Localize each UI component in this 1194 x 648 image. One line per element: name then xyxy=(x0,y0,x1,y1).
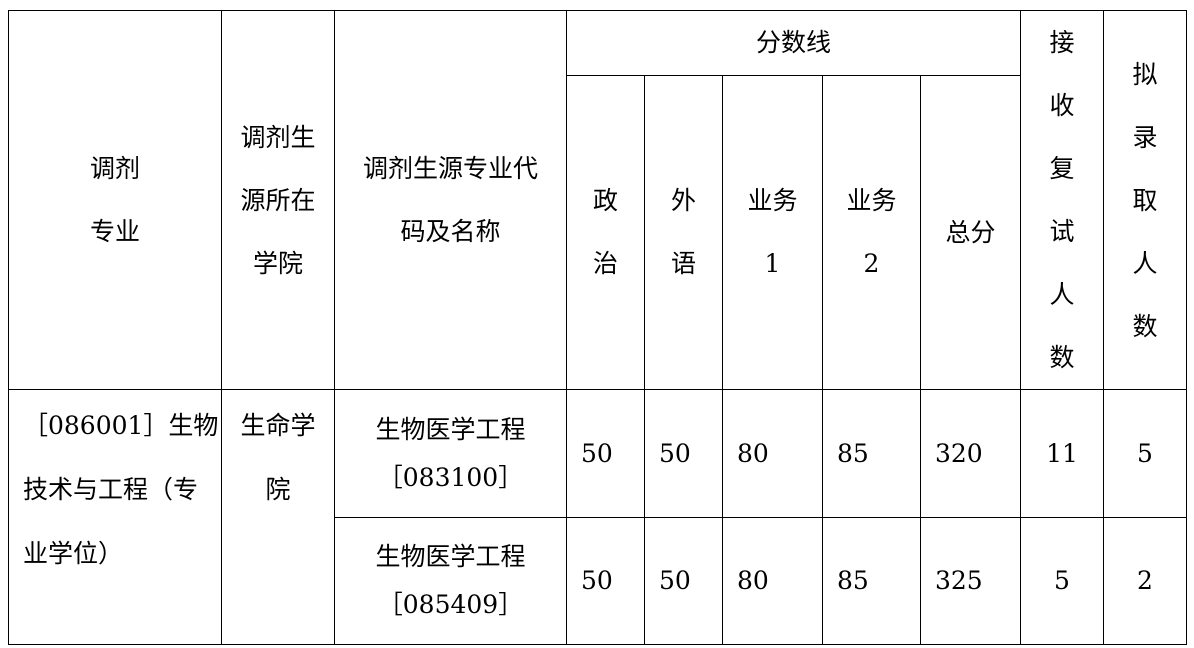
header-subject1: 业务 1 xyxy=(722,74,823,390)
cell-major: ［086001］生物 技术与工程（专 业学位） xyxy=(8,389,222,645)
cell-retest: 5 xyxy=(1020,517,1104,645)
header-score-line: 分数线 xyxy=(566,10,1021,76)
score-table: 调剂 专业 调剂生 源所在 学院 调剂生源专业代 码及名称 分数线 接 收 复 … xyxy=(8,10,1187,645)
header-foreign: 外 语 xyxy=(644,74,723,390)
header-retest: 接 收 复 试 人 数 xyxy=(1020,10,1104,390)
cell-college: 生命学 院 xyxy=(221,389,335,645)
header-subject2: 业务 2 xyxy=(822,74,921,390)
header-college: 调剂生 源所在 学院 xyxy=(221,10,335,390)
cell-foreign: 50 xyxy=(644,389,723,518)
cell-admit: 2 xyxy=(1103,517,1187,645)
header-admit: 拟 录 取 人 数 xyxy=(1103,10,1187,390)
cell-admit: 5 xyxy=(1103,389,1187,518)
header-total: 总分 xyxy=(920,74,1021,390)
cell-source: 生物医学工程 ［085409］ xyxy=(334,517,567,645)
cell-subject1: 80 xyxy=(722,517,823,645)
cell-total: 320 xyxy=(920,389,1021,518)
cell-subject2: 85 xyxy=(822,389,921,518)
header-major: 调剂 专业 xyxy=(8,10,222,390)
cell-subject2: 85 xyxy=(822,517,921,645)
header-politics: 政 治 xyxy=(566,74,645,390)
cell-subject1: 80 xyxy=(722,389,823,518)
cell-politics: 50 xyxy=(566,389,645,518)
table-row: 生物医学工程 ［085409］ 50 50 80 85 325 5 2 xyxy=(9,517,1187,645)
cell-source: 生物医学工程 ［083100］ xyxy=(334,389,567,518)
cell-retest: 11 xyxy=(1020,389,1104,518)
cell-foreign: 50 xyxy=(644,517,723,645)
header-source: 调剂生源专业代 码及名称 xyxy=(334,10,567,390)
cell-total: 325 xyxy=(920,517,1021,645)
cell-politics: 50 xyxy=(566,517,645,645)
table-row: ［086001］生物 技术与工程（专 业学位） 生命学 院 生物医学工程 ［08… xyxy=(8,389,1187,645)
